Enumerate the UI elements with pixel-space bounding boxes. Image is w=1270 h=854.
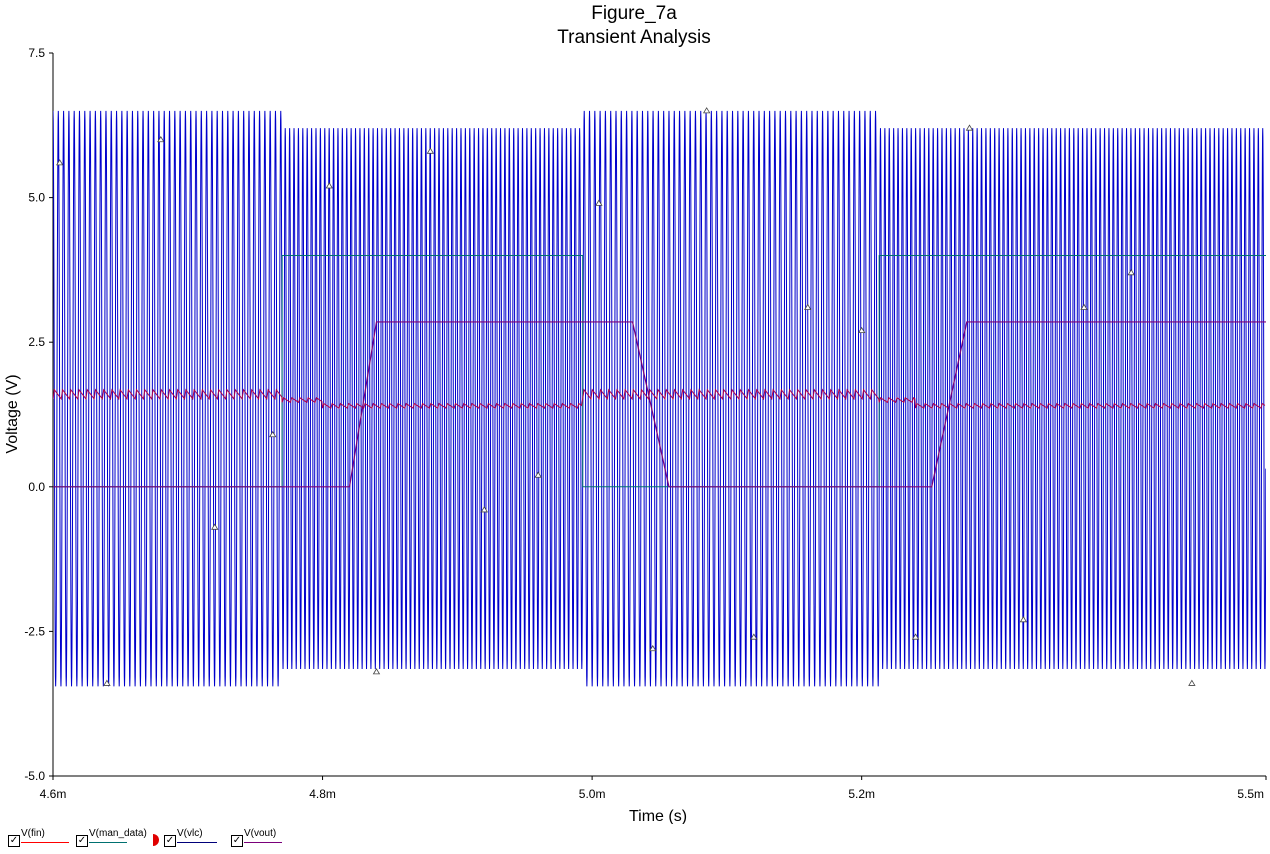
x-tick-label: 4.8m xyxy=(309,787,336,801)
x-tick-label: 4.6m xyxy=(40,787,67,801)
chart: Figure_7a Transient Analysis -5.0 -2.5 0.0… xyxy=(4,3,1267,824)
chart-title: Figure_7a xyxy=(591,3,677,24)
legend-swatch xyxy=(89,842,127,843)
chart-subtitle: Transient Analysis xyxy=(557,27,710,48)
y-tick-label: -5.0 xyxy=(24,769,45,783)
series-fin-marker xyxy=(1188,679,1196,686)
legend-item-vout[interactable]: ✓ V(vout) xyxy=(231,828,291,850)
x-axis-label: Time (s) xyxy=(629,808,687,824)
series-fin-marker xyxy=(268,430,277,438)
series-fin-marker xyxy=(1127,269,1135,276)
series-vout-line xyxy=(53,321,1266,488)
series-fin-marker xyxy=(750,633,758,640)
legend-item-man-data[interactable]: ✓ V(man_data) xyxy=(76,828,156,850)
series-layer xyxy=(53,107,1266,687)
series-fin-marker xyxy=(325,182,334,189)
series-fin-marker xyxy=(1080,303,1088,310)
y-tick-label: 0.0 xyxy=(28,480,45,494)
series-fin-marker xyxy=(649,644,657,652)
legend: ✓ V(fin) ✓ V(man_data) ✓ V(vlc) ✓ V(vout… xyxy=(0,824,1270,854)
series-fin-marker xyxy=(211,523,219,530)
legend-label: V(vlc) xyxy=(177,828,203,839)
axes: -5.0 -2.5 0.0 2.5 5.0 7.5 4.6m 4.8m 5.0m 5.2m 5.5m xyxy=(24,46,1267,801)
legend-swatch xyxy=(177,842,217,843)
y-tick-label: 5.0 xyxy=(28,191,45,205)
series-fin-marker xyxy=(426,147,435,154)
x-tick-label: 5.2m xyxy=(848,787,875,801)
legend-checkbox[interactable]: ✓ xyxy=(231,835,243,847)
series-fin-marker xyxy=(595,199,603,206)
legend-checkbox[interactable]: ✓ xyxy=(76,835,88,847)
legend-swatch xyxy=(244,842,282,843)
series-fin-marker xyxy=(804,303,812,310)
x-tick-label: 5.0m xyxy=(579,787,606,801)
series-man-data-line xyxy=(53,254,1266,488)
legend-label: V(fin) xyxy=(21,828,45,839)
legend-item-fin[interactable]: ✓ V(fin) xyxy=(8,828,69,850)
y-axis-label: Voltage (V) xyxy=(4,374,21,453)
series-fin-marker xyxy=(965,124,974,131)
series-fin-marker xyxy=(911,633,920,640)
series-fin-marker xyxy=(103,679,111,686)
x-tick-label: 5.5m xyxy=(1237,787,1264,801)
y-tick-label: -2.5 xyxy=(24,624,45,638)
legend-label: V(man_data) xyxy=(89,828,147,839)
series-vlc-line xyxy=(53,388,1266,409)
y-tick-label: 7.5 xyxy=(28,46,45,60)
legend-checkbox[interactable]: ✓ xyxy=(164,835,176,847)
series-fin-line xyxy=(53,110,1266,687)
series-fin-marker xyxy=(480,506,488,513)
legend-swatch xyxy=(21,842,69,843)
series-fin-marker xyxy=(702,107,711,114)
cursor-marker-icon[interactable] xyxy=(153,834,159,846)
legend-item-vlc[interactable]: ✓ V(vlc) xyxy=(153,828,224,850)
series-fin-marker xyxy=(857,326,866,334)
legend-label: V(vout) xyxy=(244,828,277,839)
series-fin-marker xyxy=(1019,616,1028,623)
series-fin-marker xyxy=(534,471,542,478)
series-fin-marker xyxy=(56,159,64,166)
series-fin-marker xyxy=(157,135,165,143)
legend-checkbox[interactable]: ✓ xyxy=(8,835,20,847)
series-fin-marker xyxy=(372,668,381,675)
y-tick-label: 2.5 xyxy=(28,335,45,349)
